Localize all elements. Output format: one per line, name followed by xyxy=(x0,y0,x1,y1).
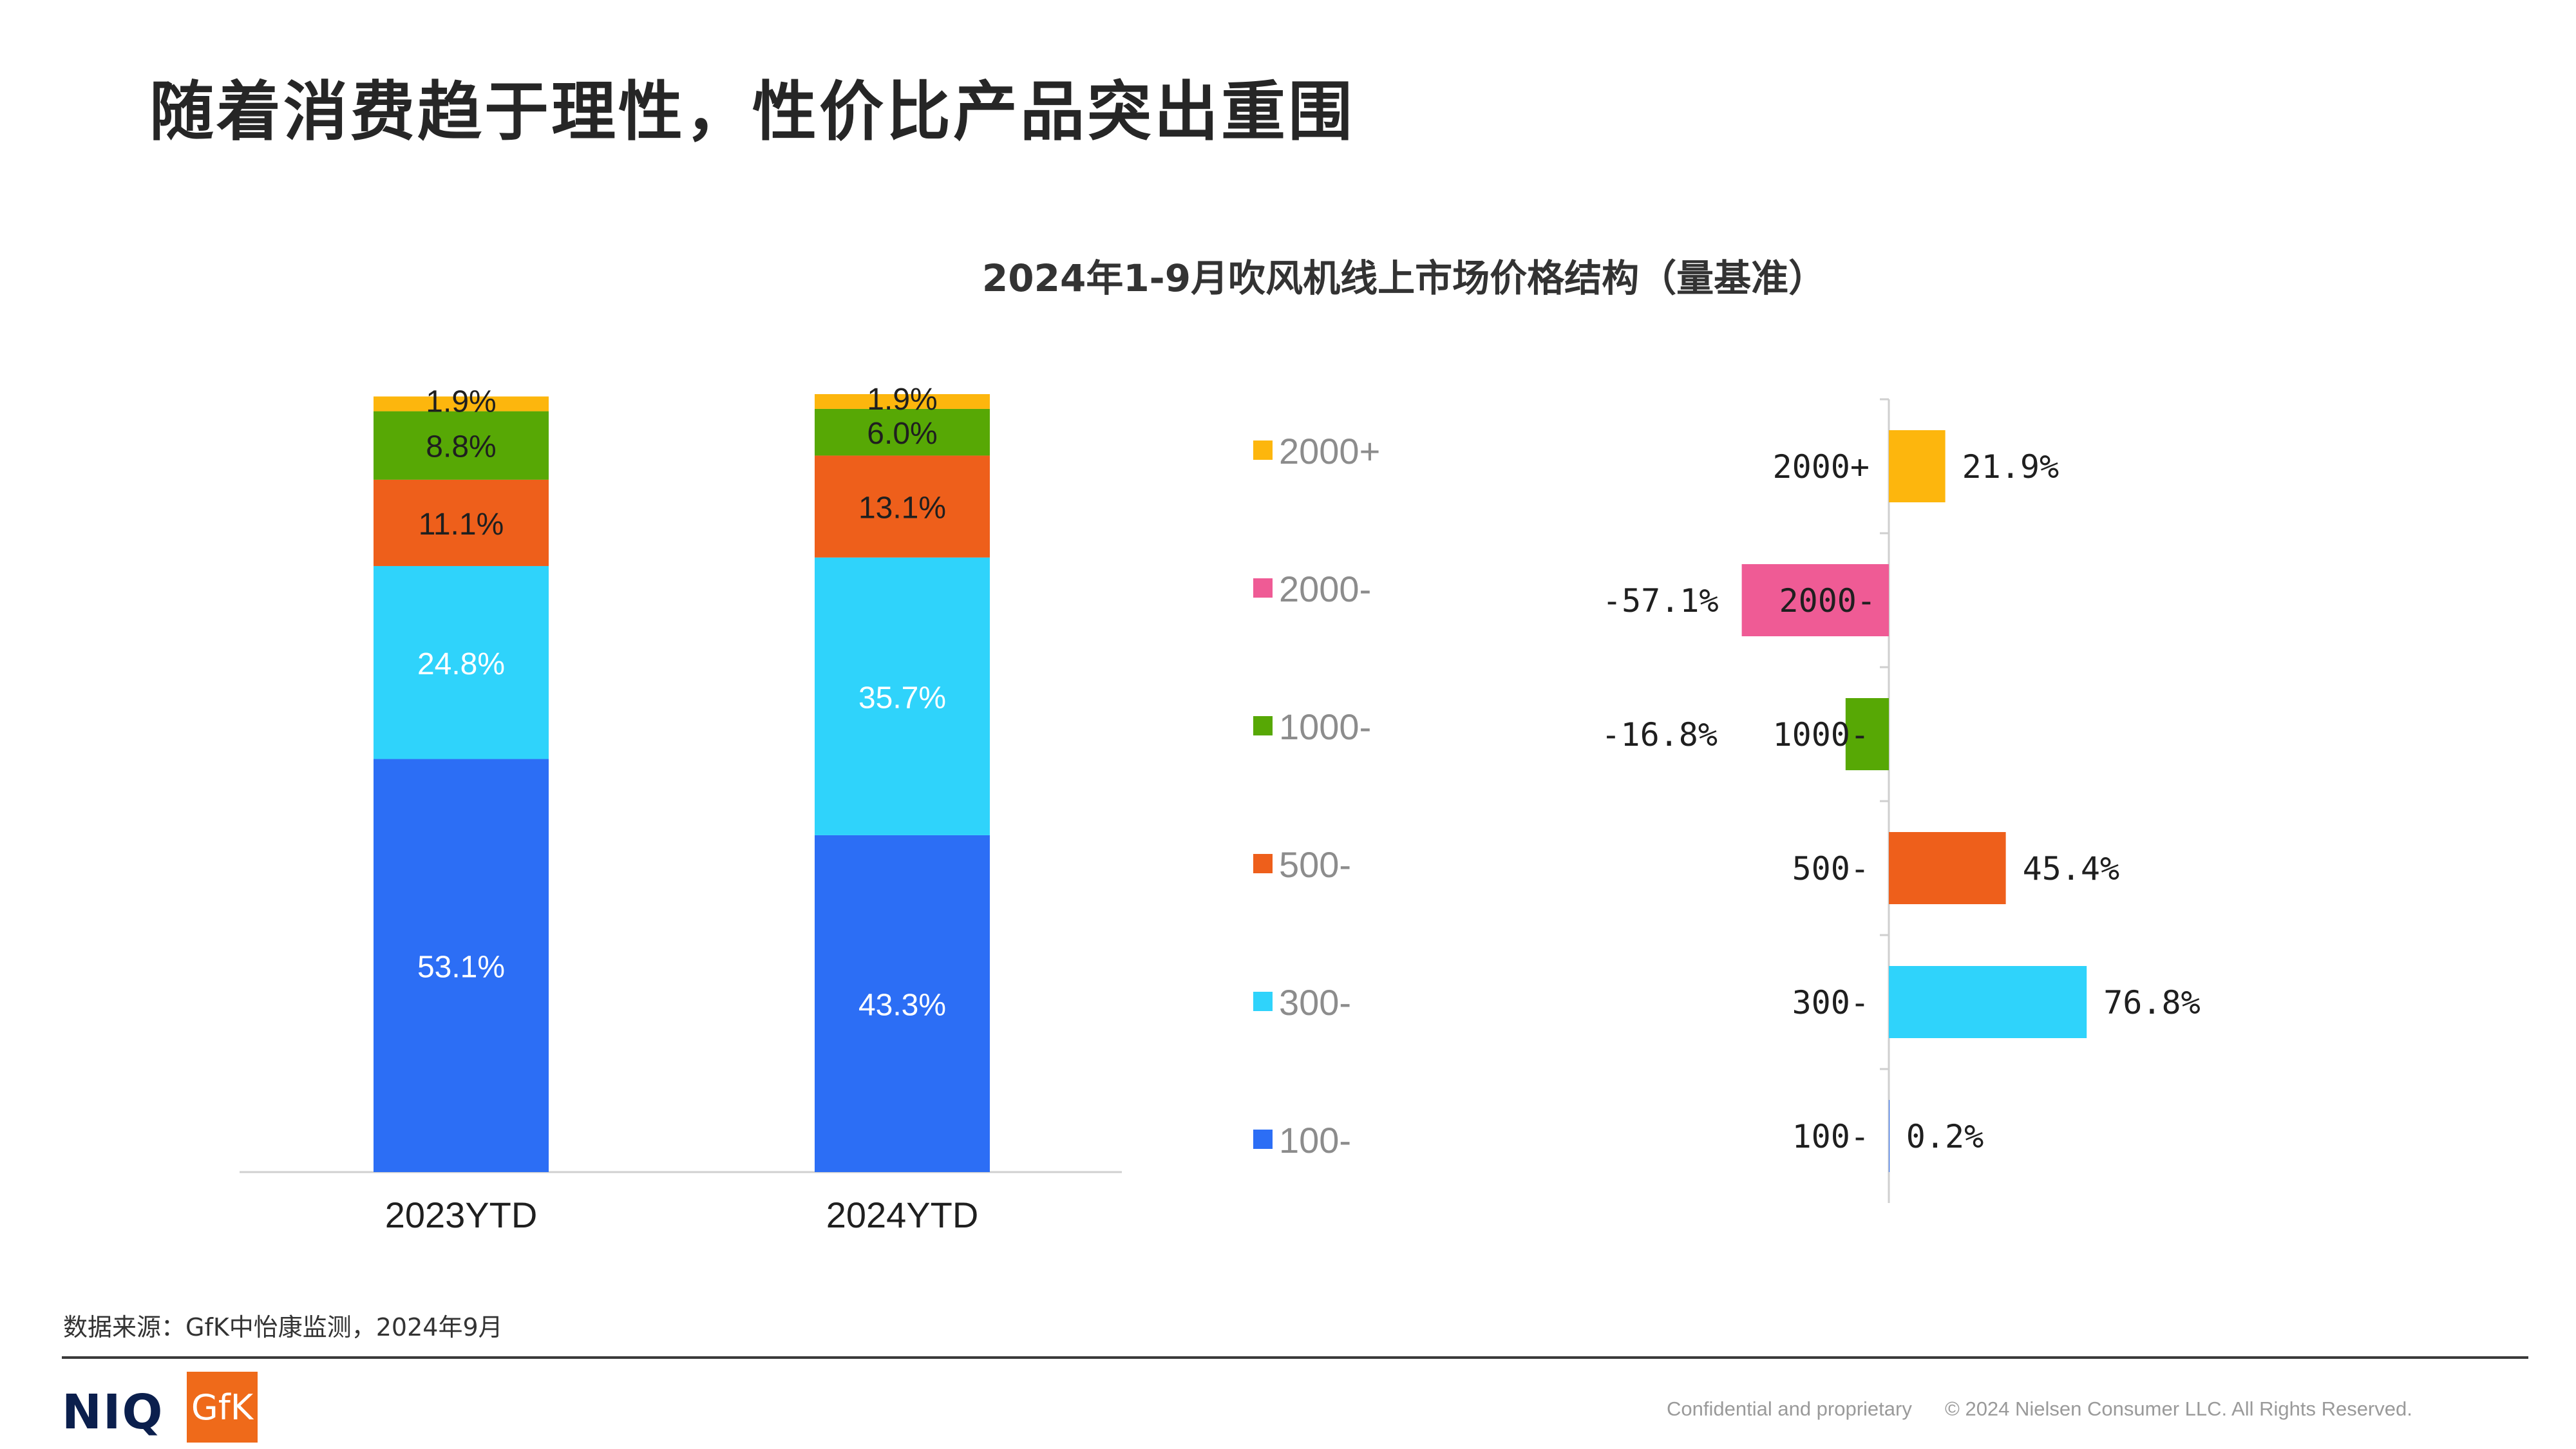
stacked-bar-segment-1000- xyxy=(374,411,549,480)
legend-label: 100- xyxy=(1279,1120,1351,1160)
change-bar-300- xyxy=(1889,966,2087,1038)
change-value-label: 21.9% xyxy=(1962,448,2060,486)
stacked-bar-label: 11.1% xyxy=(419,507,504,542)
stacked-bar-segment-2000+ xyxy=(374,396,549,412)
legend-swatch-1000- xyxy=(1253,716,1273,735)
stacked-bar-label: 6.0% xyxy=(867,417,937,451)
stacked-bar-label: 1.9% xyxy=(867,383,937,417)
y-tick-label: 300- xyxy=(1792,984,1870,1021)
stacked-bar-segment-100- xyxy=(815,835,990,1172)
stacked-bar-label: 43.3% xyxy=(858,988,946,1022)
change-value-label: 76.8% xyxy=(2103,984,2201,1021)
stacked-bar-segment-100- xyxy=(374,759,549,1172)
y-tick-label: 500- xyxy=(1792,850,1870,887)
legend-label: 500- xyxy=(1279,844,1351,885)
legend-swatch-500- xyxy=(1253,854,1273,873)
stacked-bar-segment-1000- xyxy=(815,408,990,456)
legend-label: 2000- xyxy=(1279,569,1371,609)
x-tick-label: 2023YTD xyxy=(385,1195,538,1235)
x-tick-label: 2024YTD xyxy=(826,1195,979,1235)
change-bar-2000+ xyxy=(1889,430,1946,502)
change-bar-2000- xyxy=(1741,564,1889,636)
gfk-logo: GfK xyxy=(187,1372,258,1443)
stacked-bar-segment-300- xyxy=(815,557,990,835)
change-value-label: 45.4% xyxy=(2023,850,2120,887)
y-tick-label: 100- xyxy=(1792,1118,1870,1155)
stacked-bar-segment-2000+ xyxy=(815,394,990,409)
stacked-bar-label: 1.9% xyxy=(426,385,496,419)
change-value-label: -57.1% xyxy=(1602,582,1719,620)
stacked-bar-label: 8.8% xyxy=(426,430,496,464)
change-value-label: -16.8% xyxy=(1601,716,1718,753)
niq-logo: NIQ xyxy=(62,1385,164,1440)
legend-swatch-100- xyxy=(1253,1130,1273,1149)
legend-label: 1000- xyxy=(1279,706,1371,747)
legend-swatch-2000- xyxy=(1253,578,1273,598)
change-bar-1000- xyxy=(1845,698,1889,770)
legend-swatch-300- xyxy=(1253,992,1273,1011)
gfk-logo-text: GfK xyxy=(191,1387,254,1428)
stacked-bar-segment-500- xyxy=(815,455,990,558)
stacked-bar-label: 35.7% xyxy=(858,681,946,715)
legend-label: 2000+ xyxy=(1279,431,1380,471)
stacked-bar-segment-300- xyxy=(374,565,549,759)
legend-label: 300- xyxy=(1279,982,1351,1023)
y-tick-label: 2000+ xyxy=(1772,448,1870,486)
chart-area: 53.1% 24.8% 11.1% 8.8% 1.9% 2023YTD 43.3% 35.7%… xyxy=(240,383,2201,1235)
footer-confidential: Confidential and proprietary xyxy=(1667,1397,1912,1420)
page-title: 随着消费趋于理性，性价比产品突出重围 xyxy=(149,74,1355,149)
source-note: 数据来源：GfK中怡康监测，2024年9月 xyxy=(63,1313,503,1341)
change-value-label: 0.2% xyxy=(1906,1118,1984,1155)
y-tick-label: 2000- xyxy=(1779,582,1876,620)
chart-title: 2024年1-9月吹风机线上市场价格结构（量基准） xyxy=(981,256,1826,300)
change-bar-500- xyxy=(1889,832,2006,904)
stacked-bar-label: 24.8% xyxy=(417,647,505,681)
stacked-bar-label: 53.1% xyxy=(417,950,505,984)
stacked-bar-label: 13.1% xyxy=(858,491,946,526)
footer-divider xyxy=(62,1356,2528,1359)
y-tick-label: 1000- xyxy=(1772,716,1870,753)
stacked-bar-segment-500- xyxy=(374,479,549,566)
legend-swatch-2000+ xyxy=(1253,440,1273,460)
footer-copyright: © 2024 Nielsen Consumer LLC. All Rights … xyxy=(1945,1397,2412,1420)
